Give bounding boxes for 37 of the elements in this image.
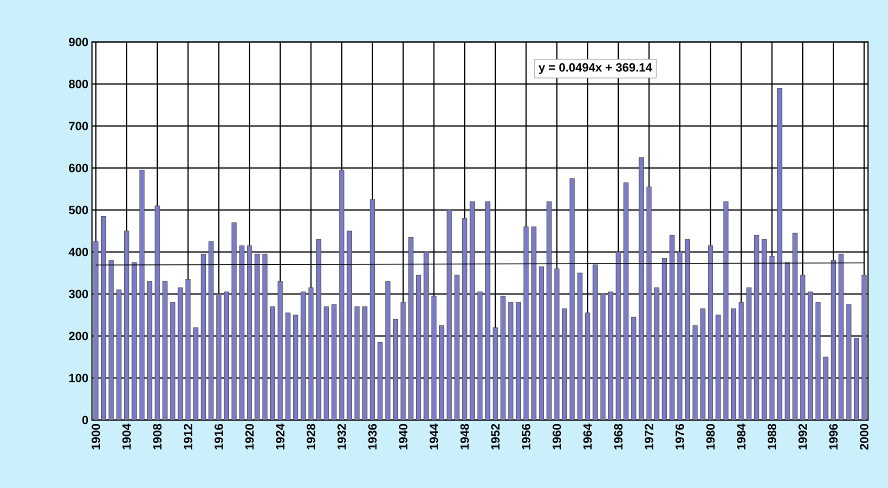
x-tick-label: 1960	[552, 424, 562, 450]
annotation: y = 0.0494x + 369.14	[538, 63, 652, 74]
x-tick-label: 1972	[644, 424, 654, 450]
x-tick-label: 1912	[184, 424, 192, 450]
y-tick-label: 500	[68, 206, 88, 214]
y-tick-label: 100	[69, 374, 88, 382]
x-tick-label: 1920	[245, 424, 254, 450]
x-tick-label: 2000	[860, 424, 868, 450]
x-tick-label: 1928	[306, 424, 316, 450]
x-tick-label: 1932	[337, 424, 346, 450]
x-tick-label: 1996	[829, 424, 838, 450]
y-tick-label: 600	[68, 164, 88, 172]
y-tick-label: 200	[68, 332, 88, 340]
x-tick-label: 1916	[214, 424, 224, 450]
x-tick-label: 1964	[583, 424, 592, 450]
y-tick-label: 0	[82, 416, 88, 424]
x-tick-label: 1984	[737, 424, 746, 450]
x-tick-label: 1968	[614, 424, 623, 450]
y-tick-label: 300	[68, 290, 88, 298]
x-tick-label: 1924	[276, 424, 284, 450]
y-tick-label: 800	[68, 80, 88, 88]
y-tick-label: 700	[69, 122, 88, 130]
x-tick-label: 1956	[522, 424, 530, 450]
x-tick-label: 1944	[430, 424, 438, 450]
x-tick-label: 1900	[92, 424, 100, 450]
x-tick-label: 1980	[706, 424, 715, 450]
x-tick-label: 1976	[676, 424, 684, 450]
x-tick-label: 1936	[368, 424, 377, 450]
y-tick-label: 400	[68, 248, 88, 256]
y-tick-label: 900	[68, 38, 88, 46]
x-tick-label: 1940	[398, 424, 408, 450]
x-tick-label: 1908	[153, 424, 162, 450]
x-tick-label: 1952	[491, 424, 500, 450]
x-tick-label: 1988	[768, 424, 776, 450]
x-tick-label: 1992	[798, 424, 807, 450]
x-tick-label: 1948	[460, 424, 469, 450]
x-tick-label: 1904	[122, 424, 131, 450]
